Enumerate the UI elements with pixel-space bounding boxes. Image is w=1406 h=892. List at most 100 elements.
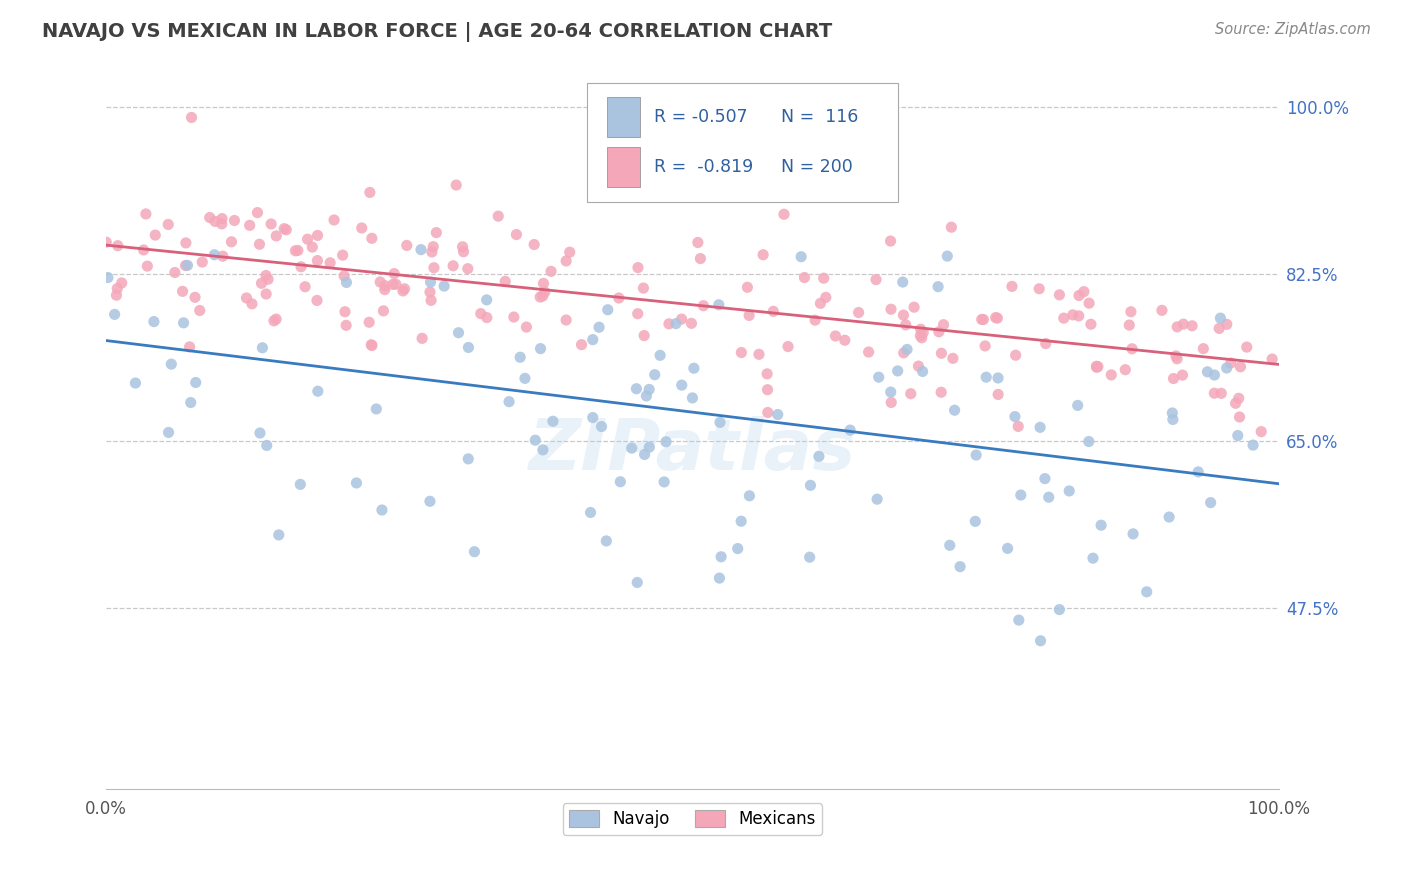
Point (423, 260, 446, 275)
Point (132, 243, 155, 257)
Point (633, 447, 655, 461)
FancyBboxPatch shape (588, 83, 898, 202)
Point (1080, 318, 1102, 332)
Point (441, 259, 464, 273)
Point (444, 178, 467, 192)
Point (773, 207, 796, 221)
Point (533, 285, 555, 299)
Point (900, 386, 922, 401)
Point (184, 376, 207, 390)
Point (1099, 368, 1122, 382)
Point (411, 331, 433, 345)
Point (515, 320, 537, 334)
Point (1241, 438, 1264, 452)
Point (558, 245, 581, 260)
Point (810, 296, 832, 310)
Point (267, 528, 290, 542)
Text: ZIPatlas: ZIPatlas (529, 416, 856, 485)
Point (179, 340, 201, 354)
Point (936, 249, 959, 263)
Point (880, 385, 903, 400)
Point (1166, 319, 1188, 334)
Point (879, 234, 901, 248)
Point (776, 340, 799, 354)
Point (1087, 359, 1109, 374)
Point (807, 450, 830, 464)
Point (1081, 551, 1104, 566)
Point (204, 214, 226, 228)
Point (683, 361, 706, 376)
Point (1250, 425, 1272, 439)
Point (1122, 527, 1144, 541)
Point (627, 307, 650, 321)
Point (752, 248, 775, 262)
Point (727, 541, 749, 556)
Point (1227, 392, 1250, 406)
Point (249, 425, 271, 440)
Point (1078, 296, 1101, 310)
Point (910, 328, 932, 343)
Point (813, 271, 835, 285)
Point (1204, 386, 1226, 401)
Point (1047, 288, 1070, 302)
Point (894, 318, 917, 332)
Point (457, 451, 479, 466)
Point (1004, 409, 1026, 424)
Point (880, 302, 903, 317)
Point (191, 255, 214, 269)
Point (730, 345, 752, 359)
Point (1150, 303, 1173, 318)
Point (848, 305, 870, 319)
Point (457, 261, 479, 276)
Point (1053, 311, 1076, 326)
Point (609, 475, 631, 489)
Point (1208, 321, 1230, 335)
Point (392, 284, 415, 298)
Point (804, 313, 827, 327)
Point (224, 213, 246, 227)
Point (235, 291, 257, 305)
Point (211, 249, 233, 263)
Point (529, 290, 551, 304)
Point (1225, 396, 1247, 410)
Point (323, 213, 346, 227)
Point (420, 244, 443, 259)
Point (941, 220, 963, 235)
Point (633, 281, 655, 295)
Point (671, 312, 693, 326)
Point (658, 317, 681, 331)
Point (839, 423, 862, 437)
Point (886, 364, 908, 378)
Point (395, 238, 418, 252)
Point (927, 279, 949, 293)
Point (136, 259, 159, 273)
Point (709, 416, 731, 430)
Point (880, 395, 903, 409)
Point (419, 494, 441, 508)
Point (124, 376, 146, 390)
Point (866, 492, 889, 507)
Point (359, 186, 381, 200)
Point (360, 337, 382, 351)
Point (858, 345, 880, 359)
Point (1085, 359, 1108, 374)
Point (494, 274, 516, 288)
Point (104, 307, 127, 321)
Point (929, 385, 952, 400)
Point (1161, 412, 1184, 426)
Point (1090, 518, 1112, 533)
Point (419, 275, 441, 289)
Point (188, 303, 211, 318)
Point (307, 228, 329, 243)
Point (541, 414, 564, 428)
Point (986, 311, 1008, 326)
Point (332, 248, 354, 262)
Point (911, 364, 934, 378)
Point (211, 211, 233, 226)
Point (707, 298, 730, 312)
Point (1236, 340, 1258, 354)
Point (273, 221, 295, 235)
FancyBboxPatch shape (607, 97, 640, 136)
Point (157, 425, 180, 440)
Point (333, 268, 356, 283)
